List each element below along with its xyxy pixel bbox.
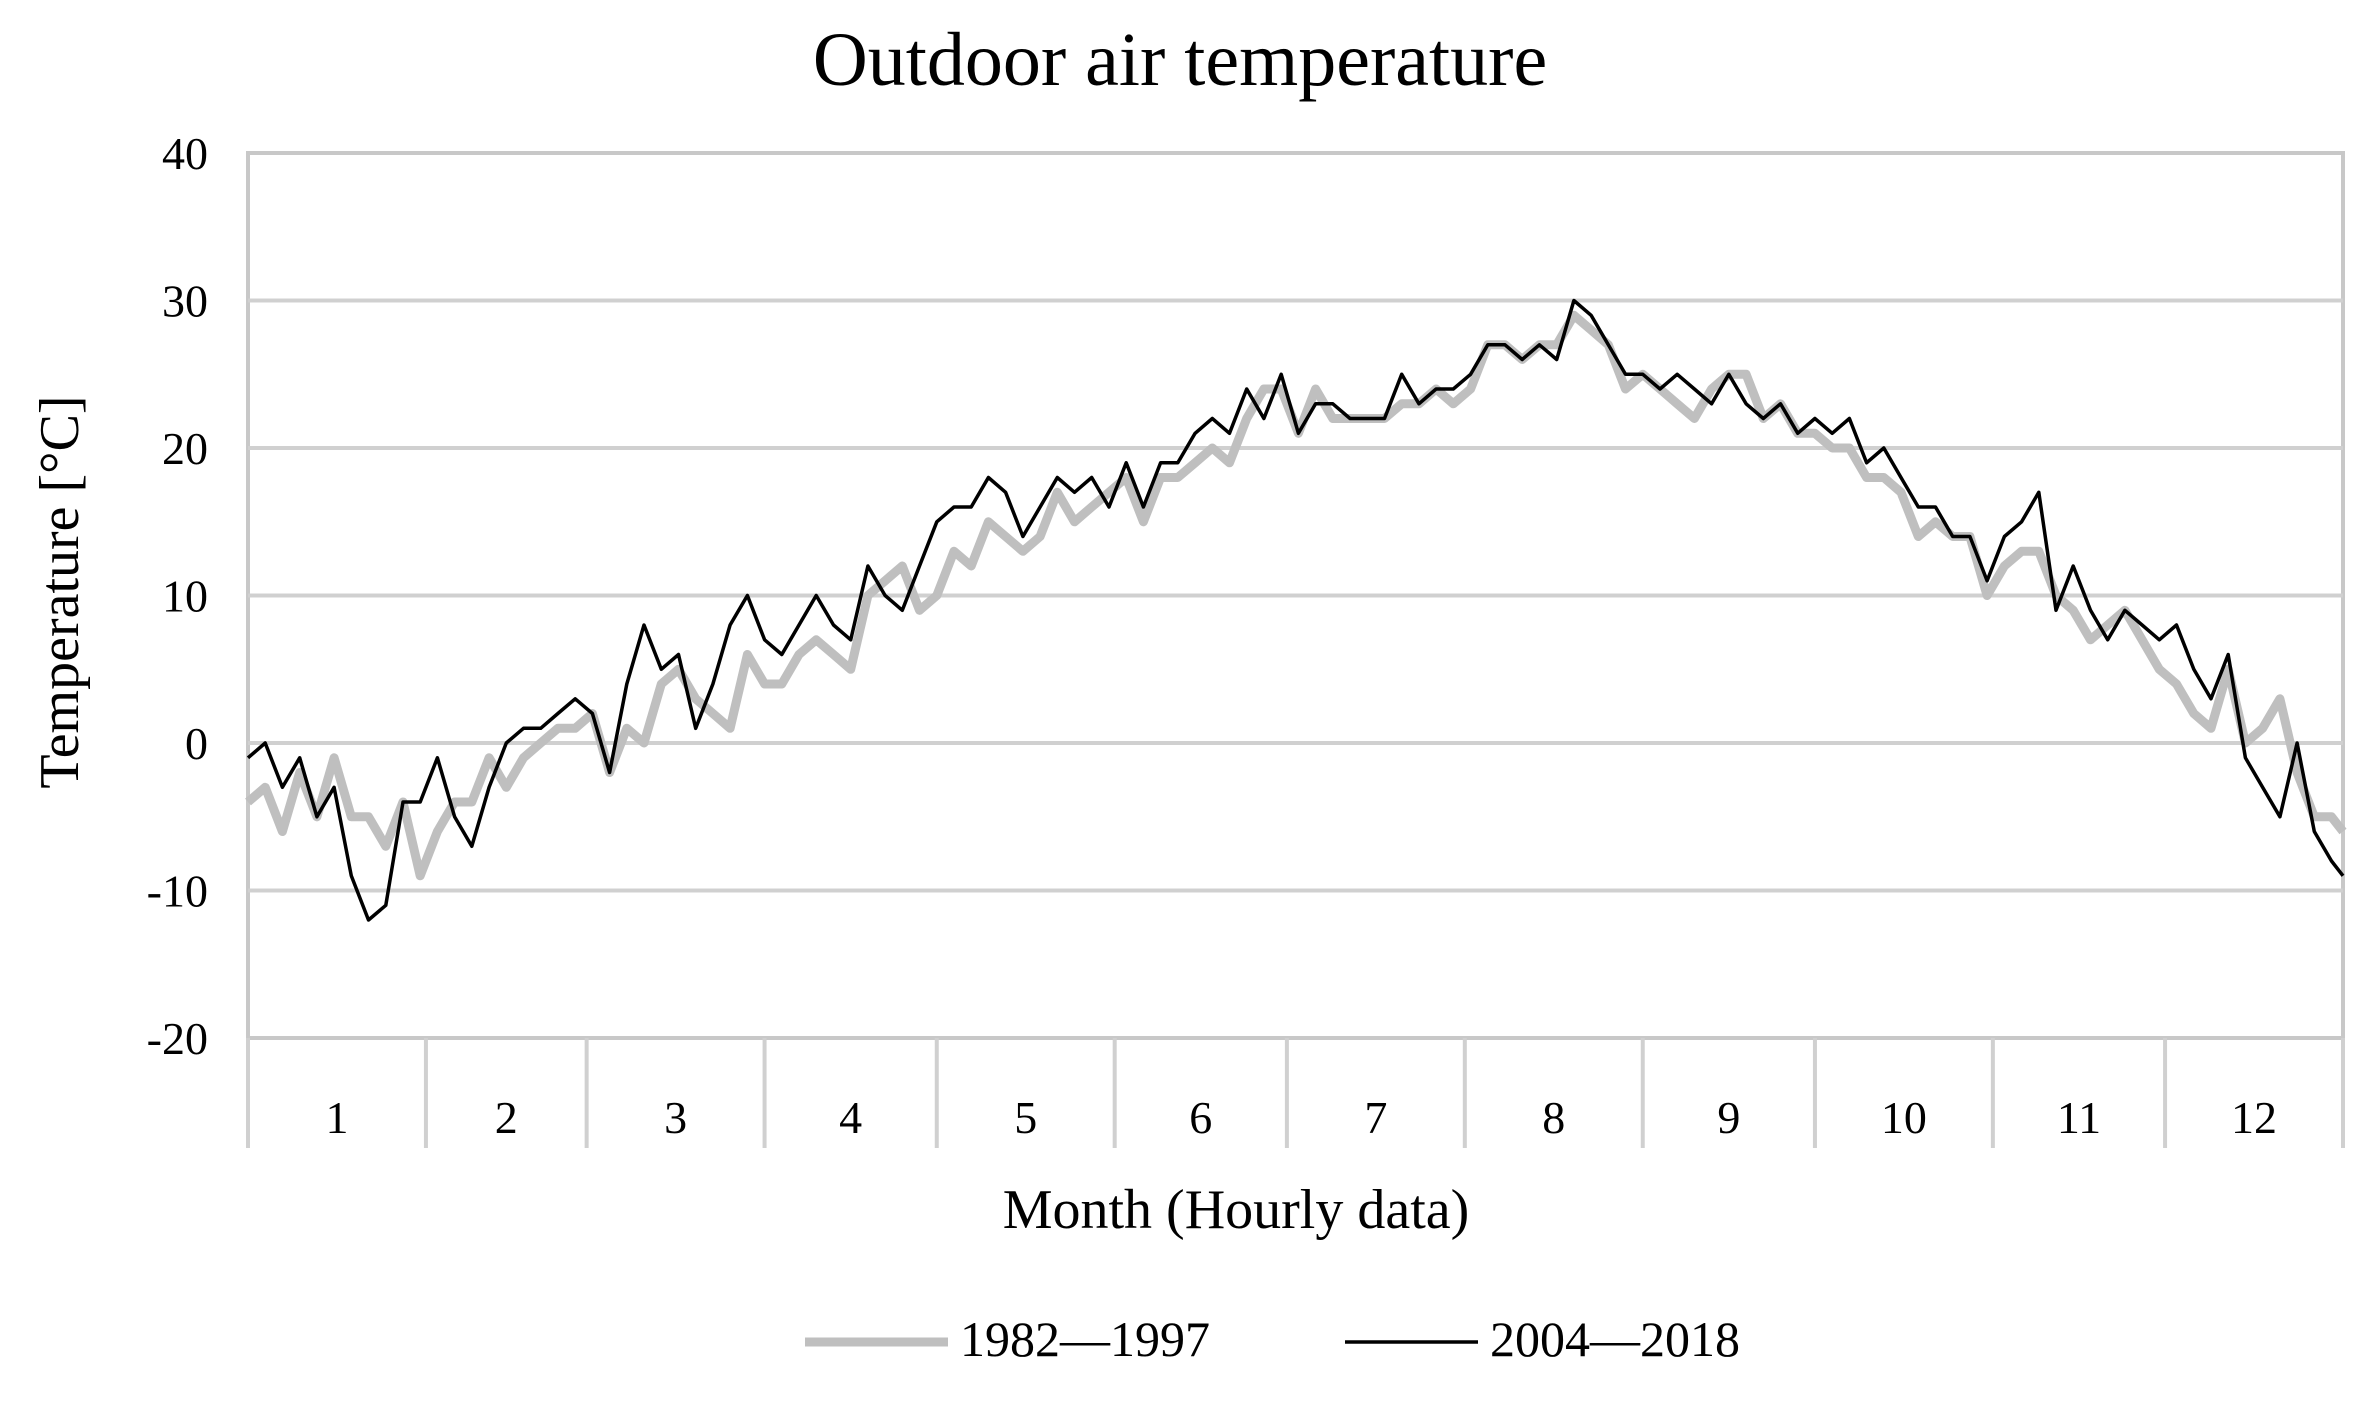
x-tick-label: 5 — [1014, 1092, 1037, 1143]
x-tick-label: 12 — [2231, 1092, 2277, 1143]
y-tick-label: 0 — [185, 718, 208, 769]
x-axis-label: Month (Hourly data) — [1003, 1179, 1470, 1241]
y-tick-label: -10 — [147, 866, 208, 917]
legend-label-2: 2004—2018 — [1490, 1311, 1740, 1367]
series-layer — [245, 298, 2347, 922]
x-tick-label: 10 — [1881, 1092, 1927, 1143]
y-tick-label: 10 — [162, 571, 208, 622]
y-axis-ticks: -20 -10 0 10 20 30 40 — [147, 128, 208, 1064]
x-tick-label: 8 — [1542, 1092, 1565, 1143]
x-tick-label: 3 — [664, 1092, 687, 1143]
x-tick-label: 11 — [2057, 1092, 2101, 1143]
x-tick-label: 9 — [1717, 1092, 1740, 1143]
plot-area — [245, 151, 2347, 1148]
x-axis-ticks: 1 2 3 4 5 6 7 8 9 10 11 12 — [325, 1092, 2277, 1143]
y-axis-label: Temperature [°C] — [29, 395, 91, 788]
y-tick-label: 40 — [162, 128, 208, 179]
chart-title: Outdoor air temperature — [813, 18, 1547, 102]
x-tick-label: 7 — [1364, 1092, 1387, 1143]
x-tick-label: 4 — [839, 1092, 862, 1143]
legend-label-1: 1982—1997 — [960, 1311, 1210, 1367]
x-tick-label: 2 — [495, 1092, 518, 1143]
x-tick-label: 6 — [1189, 1092, 1212, 1143]
legend: 1982—1997 2004—2018 — [805, 1311, 1740, 1367]
x-tick-label: 1 — [325, 1092, 348, 1143]
y-tick-label: -20 — [147, 1013, 208, 1064]
y-tick-label: 30 — [162, 276, 208, 327]
y-tick-label: 20 — [162, 423, 208, 474]
month-dividers — [246, 1038, 2345, 1148]
series-line-2 — [246, 298, 2345, 922]
